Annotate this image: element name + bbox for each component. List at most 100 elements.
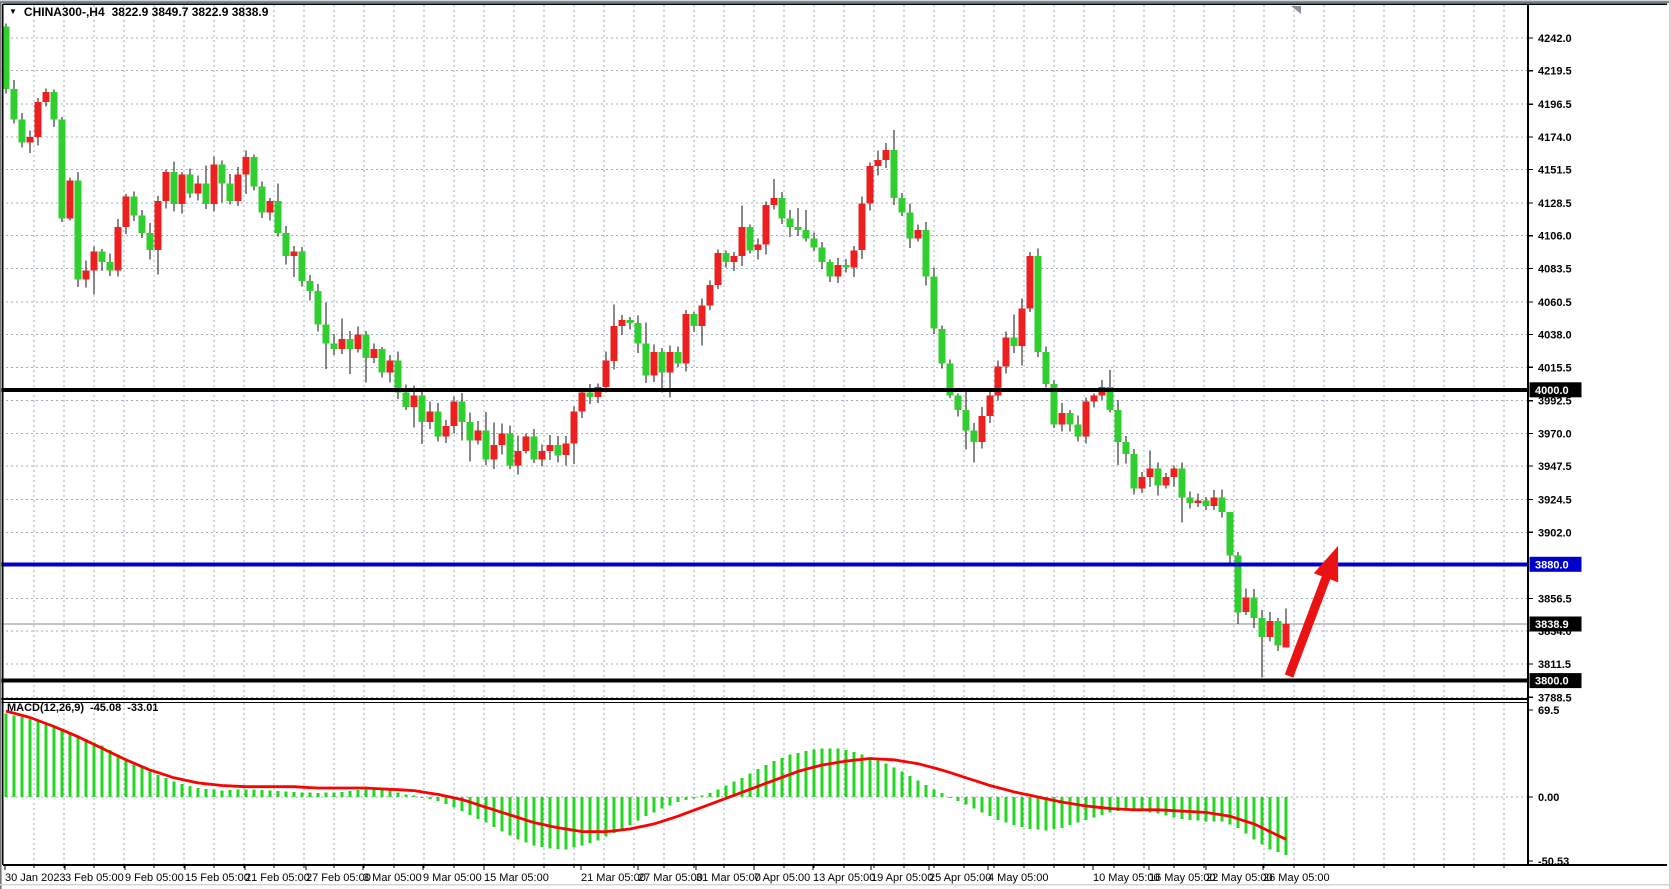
macd-histogram-bar: [916, 780, 920, 797]
candle-body: [354, 334, 362, 350]
macd-histogram-bar: [1204, 797, 1208, 822]
price-tick-label: 4219.5: [1538, 66, 1572, 78]
macd-histogram-bar: [268, 790, 272, 797]
price-tick-label: 3811.5: [1538, 659, 1571, 671]
price-tick-label: 3970.0: [1538, 428, 1572, 440]
macd-histogram-bar: [820, 748, 824, 797]
macd-histogram-bar: [436, 797, 440, 801]
time-tick-label: 3 Mar 05:00: [363, 872, 422, 884]
candle-body: [1082, 401, 1090, 437]
macd-histogram-bar: [564, 797, 568, 850]
macd-histogram-bar: [876, 760, 880, 797]
candle-body: [746, 227, 754, 251]
candle-body: [130, 196, 138, 216]
macd-histogram-bar: [1052, 797, 1056, 829]
macd-histogram-bar: [1124, 797, 1128, 810]
macd-histogram-bar: [556, 797, 560, 849]
macd-histogram-bar: [1236, 797, 1240, 828]
price-label-box: [1529, 616, 1582, 632]
macd-histogram-bar: [308, 792, 312, 797]
candle-body: [1210, 497, 1218, 507]
time-tick-label: 9 Mar 05:00: [423, 872, 482, 884]
candle-body: [554, 445, 562, 456]
macd-histogram-bar: [1260, 797, 1264, 845]
candle-body: [698, 305, 706, 326]
candle-body: [938, 328, 946, 364]
candle-body: [634, 323, 642, 344]
time-tick-label: 25 Apr 05:00: [929, 872, 991, 884]
candle-body: [890, 150, 898, 198]
macd-histogram-bar: [124, 758, 128, 797]
candle-body: [970, 430, 978, 443]
time-tick-label: 19 Apr 05:00: [871, 872, 933, 884]
macd-histogram-bar: [252, 789, 256, 797]
macd-histogram-bar: [924, 784, 928, 797]
candle-body: [642, 343, 650, 376]
macd-tick-label: 69.5: [1538, 705, 1559, 717]
candle-body: [954, 395, 962, 411]
candle-body: [450, 401, 458, 427]
macd-histogram-bar: [100, 745, 104, 797]
chart-shift-marker-icon[interactable]: [1291, 6, 1301, 14]
trend-arrow-shaft[interactable]: [1284, 570, 1333, 678]
candle-body: [34, 102, 42, 137]
macd-histogram-bar: [956, 797, 960, 801]
symbol-dropdown-icon[interactable]: ▼: [9, 7, 17, 16]
candle-body: [586, 392, 594, 398]
macd-histogram-bar: [692, 797, 696, 799]
macd-histogram-bar: [676, 797, 680, 803]
candle-body: [58, 119, 66, 219]
macd-histogram-bar: [420, 797, 424, 798]
macd-histogram-bar: [892, 767, 896, 797]
macd-tick-label: 0.00: [1538, 792, 1559, 804]
candle-body: [1266, 621, 1274, 637]
macd-histogram-bar: [756, 768, 760, 797]
macd-histogram-bar: [644, 797, 648, 817]
macd-histogram-bar: [748, 773, 752, 797]
candle-body: [914, 229, 922, 239]
time-tick-label: 27 Feb 05:00: [306, 872, 371, 884]
macd-histogram-bar: [76, 735, 80, 797]
candle-body: [610, 325, 618, 361]
price-tick-label: 4151.5: [1538, 165, 1572, 177]
candle-body: [378, 349, 386, 373]
candle-body: [1130, 453, 1138, 489]
candle-body: [474, 430, 482, 441]
candle-body: [762, 205, 770, 245]
time-tick-label: 13 Apr 05:00: [813, 872, 875, 884]
macd-histogram-bar: [220, 790, 224, 797]
macd-histogram-bar: [188, 785, 192, 797]
macd-histogram-bar: [1276, 797, 1280, 853]
candle-body: [578, 392, 586, 412]
candle-body: [1154, 468, 1162, 486]
price-tick-label: 4015.5: [1538, 362, 1572, 374]
candle-body: [458, 401, 466, 422]
candle-body: [394, 360, 402, 393]
macd-histogram-bar: [740, 777, 744, 797]
macd-histogram-bar: [148, 771, 152, 797]
macd-histogram-bar: [628, 797, 632, 826]
candle-body: [1258, 618, 1266, 637]
macd-histogram-bar: [68, 732, 72, 797]
trend-arrow-head[interactable]: [1313, 546, 1339, 583]
candle-body: [362, 334, 370, 358]
macd-histogram-bar: [4, 713, 8, 797]
macd-histogram-bar: [36, 721, 40, 797]
candle-body: [18, 119, 26, 143]
macd-histogram-bar: [844, 750, 848, 797]
candle-body: [898, 197, 906, 213]
macd-histogram-bar: [1196, 797, 1200, 821]
macd-histogram-bar: [44, 723, 48, 797]
macd-histogram-bar: [468, 797, 472, 815]
candle-body: [530, 436, 538, 460]
window-border-top: [0, 0, 1671, 2]
candle-body: [506, 433, 514, 466]
candle-body: [250, 157, 258, 187]
candle-body: [306, 280, 314, 291]
macd-histogram-bar: [660, 797, 664, 809]
candle-body: [346, 338, 354, 350]
macd-histogram-bar: [1108, 797, 1112, 813]
macd-histogram-bar: [492, 797, 496, 828]
price-tick-label: 4106.0: [1538, 231, 1572, 243]
